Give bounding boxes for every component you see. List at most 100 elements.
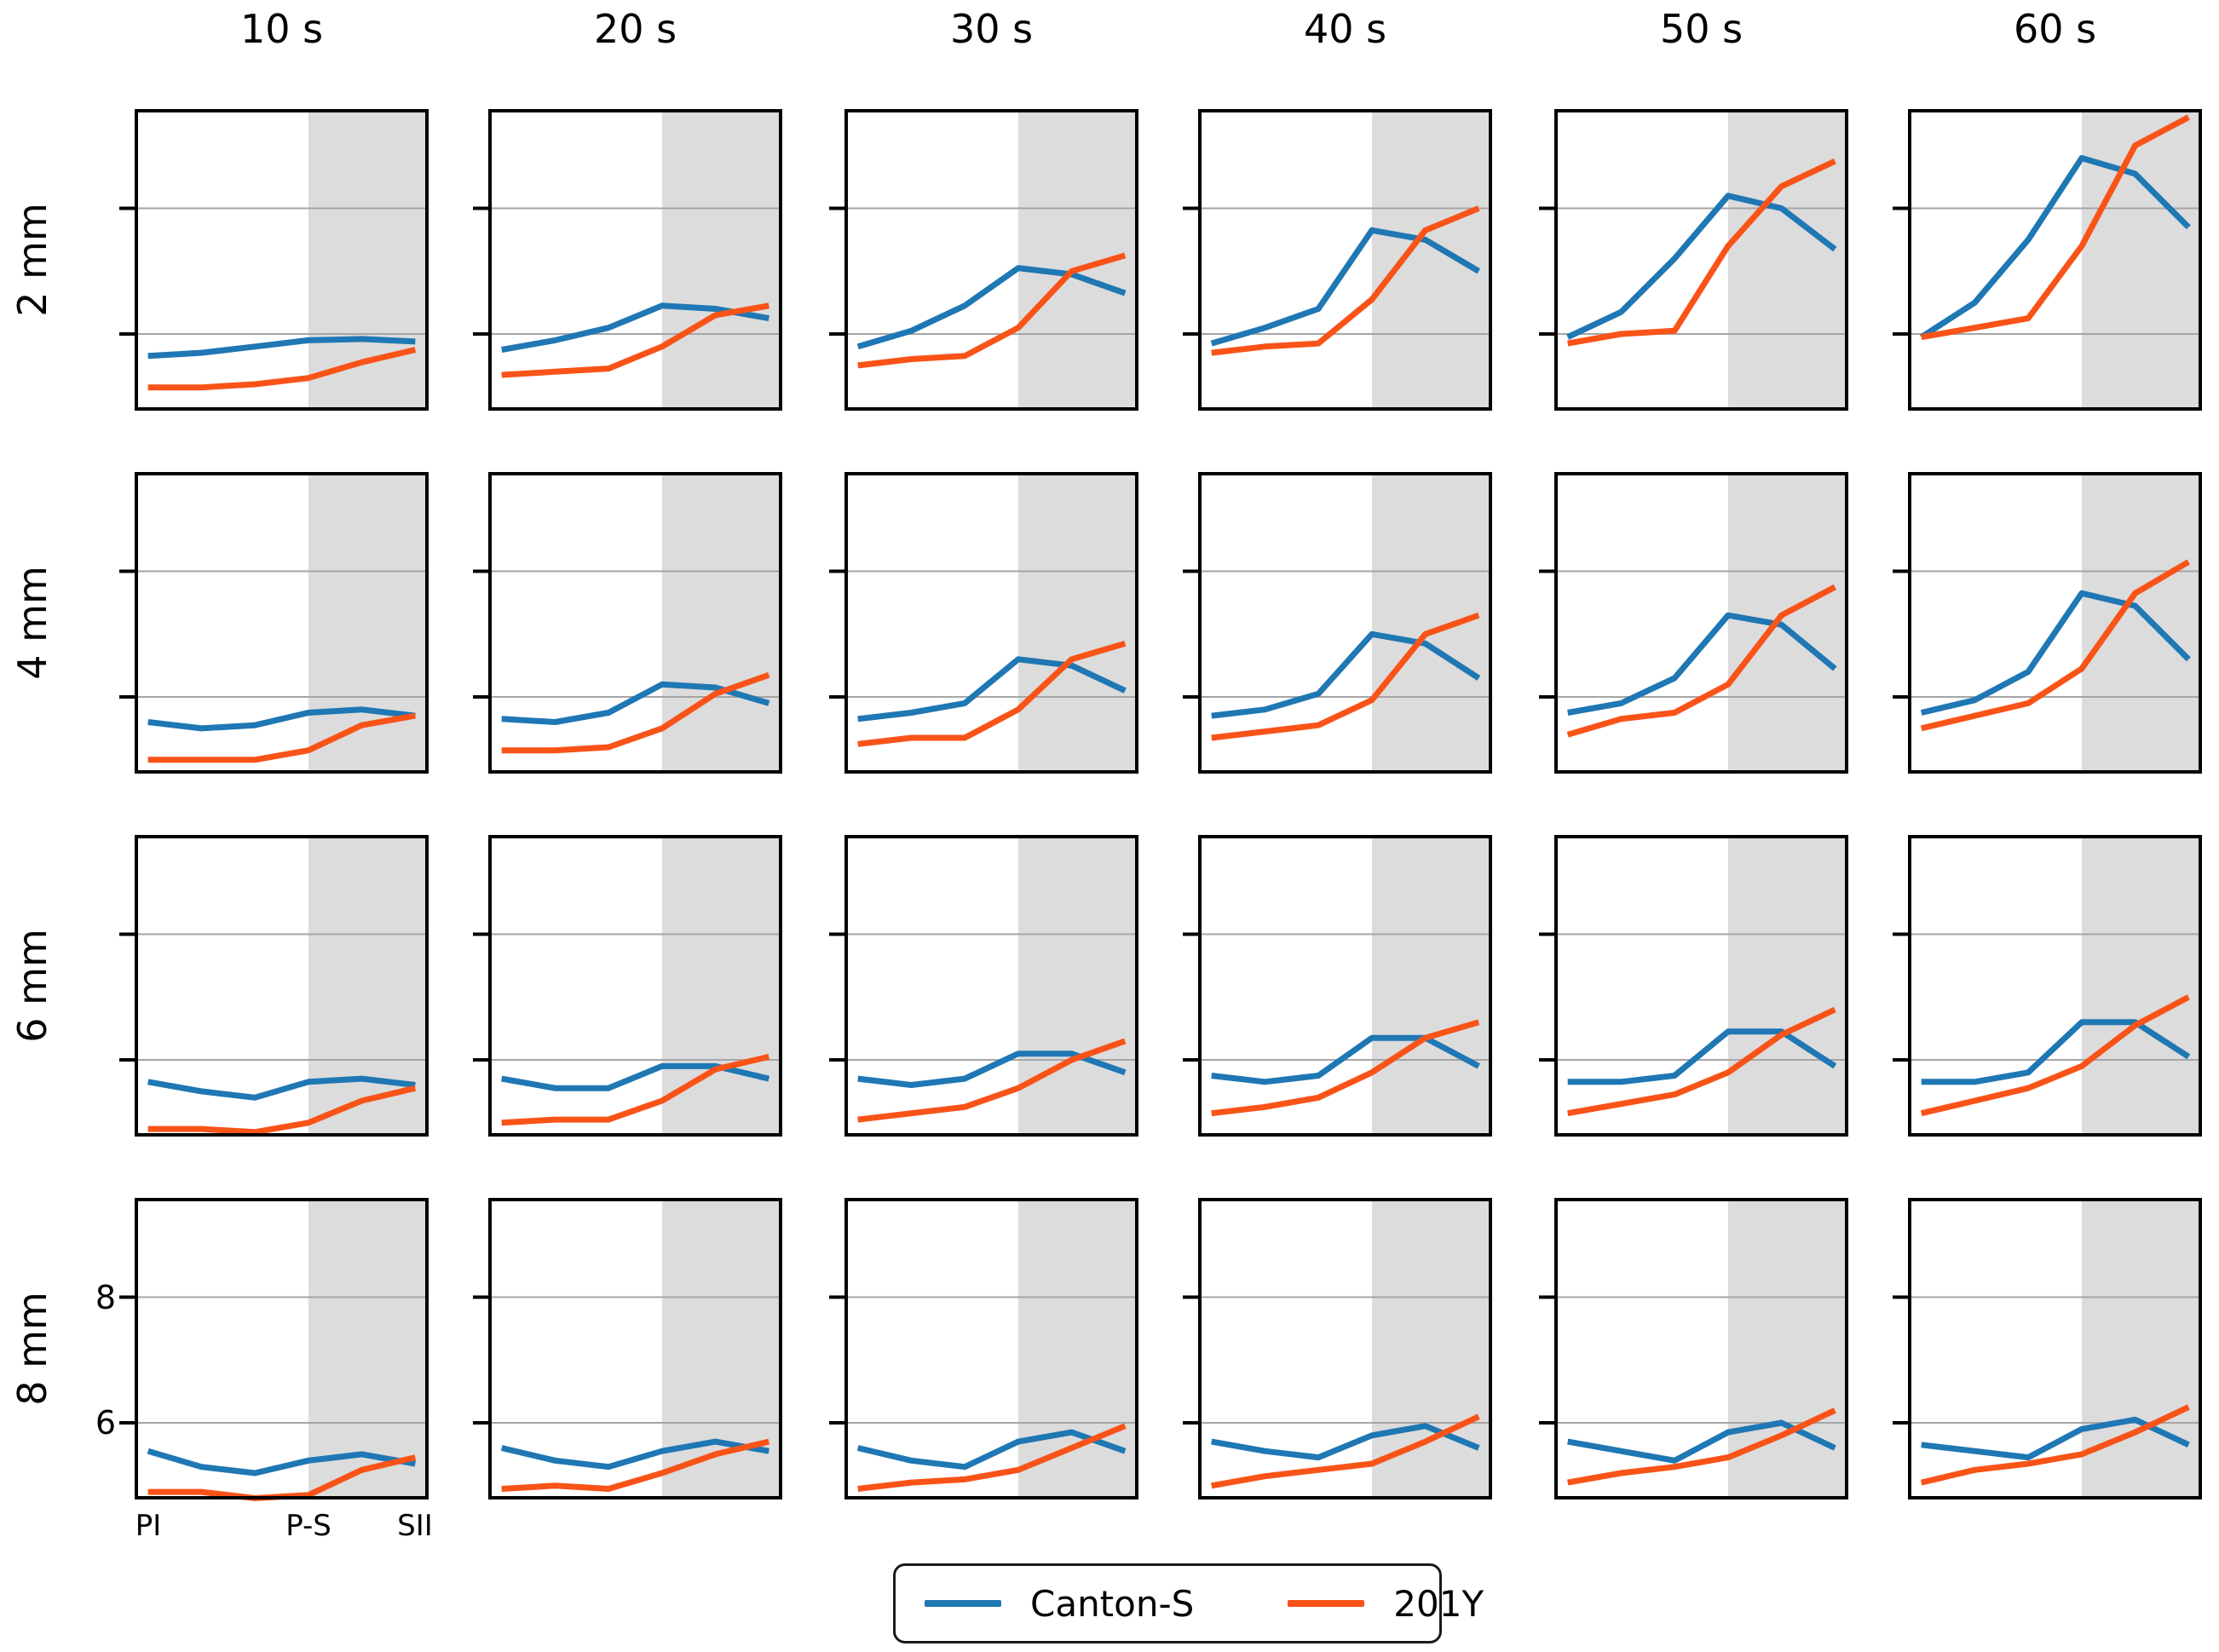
line-201y: [1211, 205, 1480, 356]
line-201y: [1211, 1019, 1480, 1117]
line-canton-s: [501, 302, 769, 353]
shaded-region: [1017, 1198, 1138, 1499]
axes-border: [135, 109, 429, 411]
shaded-region: [2081, 835, 2202, 1137]
row-label-wrap-6mm: 6 mm: [5, 835, 60, 1137]
line-canton-s: [1211, 630, 1481, 719]
subplot-2mm-60s: [1893, 109, 2202, 411]
shaded-region: [1727, 835, 1848, 1137]
column-title-50s: 50 s: [1659, 6, 1744, 52]
line-201y: [857, 640, 1127, 747]
row-label-6mm: 6 mm: [9, 929, 56, 1043]
axes-border: [1198, 472, 1492, 774]
subplot-4mm-40s: [1183, 472, 1492, 774]
subplot-8mm-40s: [1183, 1198, 1492, 1499]
line-canton-s: [857, 656, 1127, 722]
line-201y: [1566, 584, 1836, 738]
line-201y: [1211, 612, 1480, 741]
shaded-region: [1371, 1198, 1492, 1499]
line-canton-s: [856, 1429, 1127, 1471]
line-canton-s: [147, 706, 416, 732]
line-canton-s: [1567, 1419, 1836, 1464]
axes-border: [488, 835, 782, 1137]
shaded-region: [308, 1198, 429, 1499]
axes-border: [488, 109, 782, 411]
line-201y: [1567, 1407, 1836, 1486]
shaded-region: [1017, 835, 1138, 1137]
line-201y: [857, 1423, 1127, 1492]
line-canton-s: [856, 265, 1127, 350]
axes-border: [844, 472, 1138, 774]
axes-border: [1554, 472, 1848, 774]
xtick-label-p-s: P-S: [285, 1509, 331, 1543]
axes-border: [844, 109, 1138, 411]
column-title-60s: 60 s: [2013, 6, 2097, 52]
line-canton-s: [147, 1075, 416, 1101]
axes-border: [844, 1198, 1138, 1499]
subplot-2mm-50s: [1539, 109, 1848, 411]
column-title-10s: 10 s: [239, 6, 324, 52]
axes-border: [135, 1198, 429, 1499]
line-canton-s: [1210, 227, 1481, 347]
line-canton-s: [1919, 155, 2191, 340]
axes-border: [1908, 109, 2202, 411]
line-201y: [147, 347, 417, 391]
shaded-region: [1727, 1198, 1848, 1499]
shaded-region: [661, 109, 782, 411]
ytick-label-8: 8: [95, 1279, 116, 1316]
subplot-4mm-20s: [473, 472, 782, 774]
line-201y: [501, 1053, 770, 1126]
line-canton-s: [1920, 590, 2191, 716]
shaded-region: [2081, 109, 2202, 411]
legend-label-canton-s: Canton-S: [1030, 1582, 1195, 1625]
row-label-wrap-4mm: 4 mm: [5, 472, 60, 774]
row-label-wrap-2mm: 2 mm: [5, 109, 60, 411]
row-label-wrap-8mm: 8 mm: [5, 1198, 60, 1499]
column-title-20s: 20 s: [593, 6, 677, 52]
line-canton-s: [1921, 1019, 2191, 1085]
shaded-region: [2081, 1198, 2202, 1499]
row-label-4mm: 4 mm: [9, 566, 56, 680]
line-canton-s: [1567, 612, 1837, 716]
shaded-region: [1371, 472, 1492, 774]
line-canton-s: [1211, 1423, 1480, 1461]
line-201y: [501, 1438, 770, 1492]
subplot-8mm-10s: 8 6 PI P-S SII: [95, 1198, 433, 1540]
line-201y: [1920, 559, 2191, 732]
column-title-40s: 40 s: [1303, 6, 1387, 52]
line-201y: [147, 1085, 417, 1136]
subplot-2mm-20s: [473, 109, 782, 411]
shaded-region: [1727, 472, 1848, 774]
axes-border: [1554, 109, 1848, 411]
subplot-8mm-50s: [1539, 1198, 1848, 1499]
axes-border: [1198, 1198, 1492, 1499]
subplot-2mm-30s: [829, 109, 1138, 411]
subplot-6mm-10s: [119, 835, 429, 1137]
legend-line-canton-s-icon: [925, 1600, 1001, 1607]
line-canton-s: [1566, 193, 1837, 340]
xtick-label-sii: SII: [397, 1509, 433, 1543]
axes-border: [844, 835, 1138, 1137]
axes-border: [135, 472, 429, 774]
row-label-8mm: 8 mm: [9, 1292, 56, 1406]
line-canton-s: [500, 1438, 769, 1471]
subplot-6mm-60s: [1893, 835, 2202, 1137]
line-201y: [1921, 114, 2190, 341]
line-canton-s: [147, 1448, 416, 1476]
subplot-8mm-30s: [829, 1198, 1138, 1499]
legend-entry-201y: 201Y: [1288, 1583, 1484, 1625]
axes-border: [1554, 835, 1848, 1137]
subplot-6mm-40s: [1183, 835, 1492, 1137]
line-201y: [147, 712, 416, 763]
axes-border: [1198, 109, 1492, 411]
shaded-region: [2081, 472, 2202, 774]
line-201y: [857, 1038, 1127, 1123]
shaded-region: [661, 472, 782, 774]
shaded-region: [308, 472, 429, 774]
line-201y: [1567, 158, 1836, 347]
ytick-label-6: 6: [95, 1404, 116, 1442]
subplot-8mm-60s: [1893, 1198, 2202, 1499]
subplot-2mm-10s: [119, 109, 429, 411]
subplot-4mm-30s: [829, 472, 1138, 774]
axes-border: [1554, 1198, 1848, 1499]
